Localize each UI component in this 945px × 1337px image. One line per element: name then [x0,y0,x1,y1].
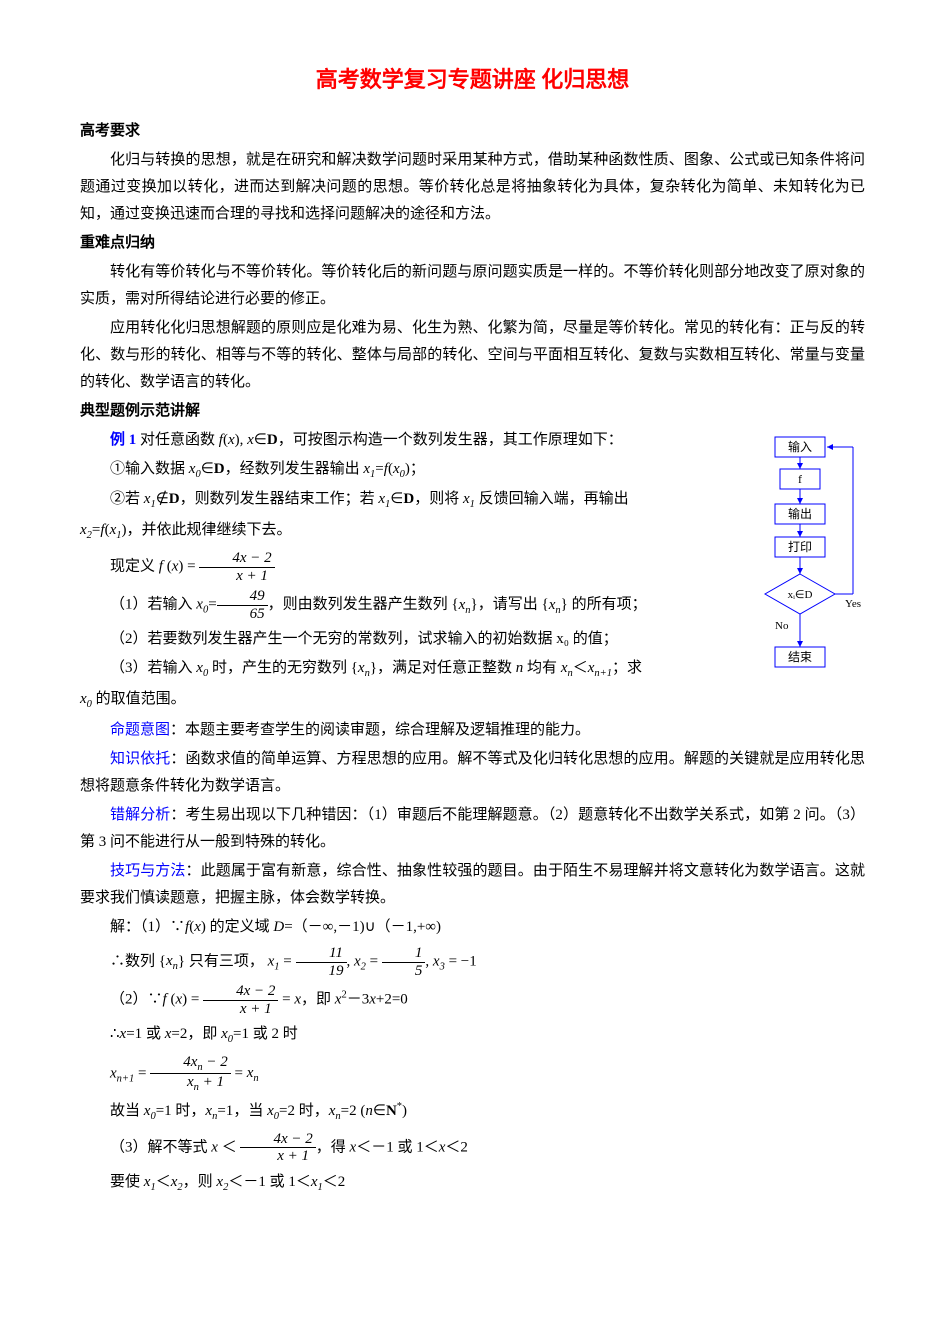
flow-no: No [775,620,789,632]
flow-yes: Yes [845,598,861,610]
section-head-3: 典型题例示范讲解 [80,398,865,425]
example-label: 例 1 [110,432,136,448]
tips-methods: 技巧与方法：此题属于富有新意，综合性、抽象性较强的题目。由于陌生不易理解并将文意… [80,858,865,912]
solution-2-recursion: xn+1 = 4xn − 2xn + 1 = xn [80,1054,865,1094]
section-head-label: 重难点归纳 [80,235,155,251]
flowchart-svg: 输入 f 输出 打印 xᵢ∈D Yes No 结束 [735,429,865,689]
solution-1-seq: ∴数列 {xn} 只有三项， x1 = 1119, x2 = 15, x3 = … [80,945,865,979]
flow-cond: xᵢ∈D [788,589,813,601]
solution-1-domain: 解：（1）∵f(x) 的定义域 D=（－∞,－1)∪（－1,+∞) [80,914,865,941]
flowchart-container: 输入 f 输出 打印 xᵢ∈D Yes No 结束 [735,429,865,689]
solution-2-roots: ∴x=1 或 x=2，即 x0=1 或 2 时 [80,1021,865,1050]
error-analysis: 错解分析：考生易出现以下几种错因：（1）审题后不能理解题意。（2）题意转化不出数… [80,802,865,856]
knowledge-base: 知识依托：函数求值的简单运算、方程思想的应用。解不等式及化归转化思想的应用。解题… [80,746,865,800]
para-difficulty-2: 应用转化化归思想解题的原则应是化难为易、化生为熟、化繁为简，尽量是等价转化。常见… [80,315,865,396]
flow-input: 输入 [788,439,812,454]
para-difficulty-1: 转化有等价转化与不等价转化。等价转化后的新问题与原问题实质是一样的。不等价转化则… [80,259,865,313]
flow-output: 输出 [788,506,812,521]
tip-label: 技巧与方法 [110,863,186,879]
solution-2-eq: （2）∵f (x) = 4x − 2x + 1 = x，即 x2－3x+2=0 [80,983,865,1017]
solution-2-conclusion: 故当 x0=1 时，xn=1，当 x0=2 时，xn=2 (n∈N*) [80,1098,865,1127]
question-3b: x0 的取值范围。 [80,686,865,715]
solution-3-ineq: （3）解不等式 x ＜ 4x − 2x + 1，得 x＜－1 或 1＜x＜2 [80,1131,865,1165]
flow-end: 结束 [788,650,812,664]
flow-print: 打印 [788,540,812,554]
cmd-label: 命题意图 [110,722,170,738]
flow-f: f [798,472,802,486]
solution-3-require: 要使 x1＜x2，则 x2＜－1 或 1＜x1＜2 [80,1169,865,1198]
know-label: 知识依托 [110,751,170,767]
section-head-label: 典型题例示范讲解 [80,403,200,419]
section-head-1: 高考要求 [80,118,865,145]
section-head-label: 高考要求 [80,123,140,139]
err-label: 错解分析 [110,807,170,823]
page-title: 高考数学复习专题讲座 化归思想 [80,60,865,100]
para-requirement: 化归与转换的思想，就是在研究和解决数学问题时采用某种方式，借助某种函数性质、图象… [80,147,865,228]
cmd-intent: 命题意图：本题主要考查学生的阅读审题，综合理解及逻辑推理的能力。 [80,717,865,744]
section-head-2: 重难点归纳 [80,230,865,257]
